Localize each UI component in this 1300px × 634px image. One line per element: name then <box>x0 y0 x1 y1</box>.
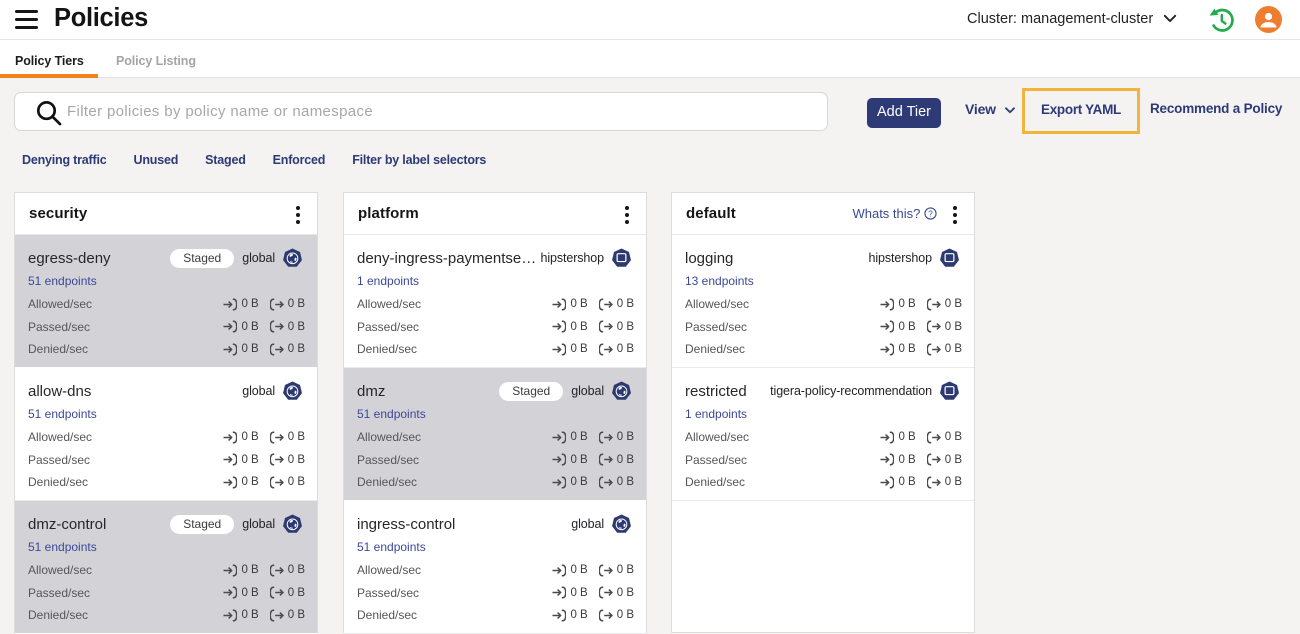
svg-text:?: ? <box>928 208 933 218</box>
